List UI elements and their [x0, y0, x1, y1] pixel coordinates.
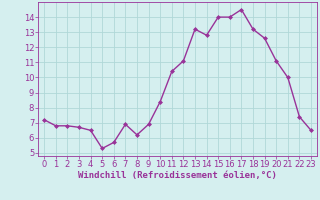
X-axis label: Windchill (Refroidissement éolien,°C): Windchill (Refroidissement éolien,°C) — [78, 171, 277, 180]
